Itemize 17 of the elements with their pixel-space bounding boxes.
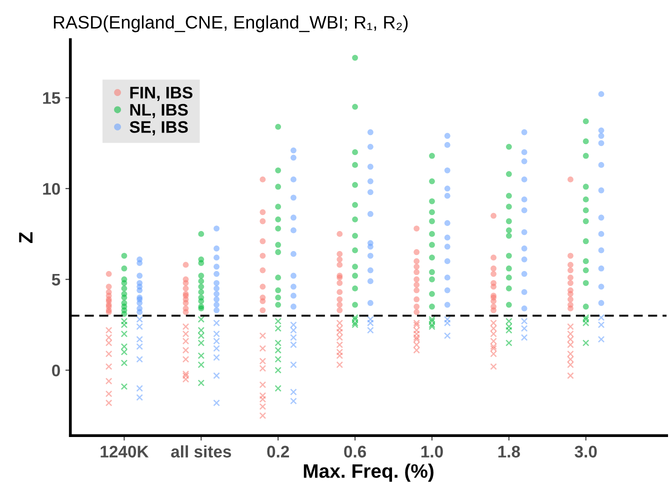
x-tick-label: 1.8 bbox=[498, 446, 520, 458]
legend-label: SE, IBS bbox=[130, 121, 188, 136]
y-tick-label: 15 bbox=[43, 92, 60, 104]
x-tick-label: 0.6 bbox=[344, 446, 366, 458]
legend-label: FIN, IBS bbox=[130, 86, 192, 101]
x-tick-label: all sites bbox=[171, 445, 232, 458]
x-tick-label: 1.0 bbox=[421, 446, 443, 458]
y-tick-label: 5 bbox=[52, 274, 60, 286]
legend-label: NL, IBS bbox=[130, 104, 188, 118]
y-axis-title: Z bbox=[19, 232, 32, 243]
x-tick-label: 0.2 bbox=[267, 446, 290, 458]
y-tick-label: 10 bbox=[43, 182, 60, 195]
y-tick-label: 0 bbox=[52, 364, 60, 376]
x-tick-label: 1240K bbox=[100, 446, 149, 458]
x-tick-label: 3.0 bbox=[574, 446, 597, 458]
chart-title: RASD(England_CNE, England_WBI; R₁, R₂) bbox=[54, 15, 408, 32]
x-axis-title: Max. Freq. (%) bbox=[304, 464, 434, 482]
